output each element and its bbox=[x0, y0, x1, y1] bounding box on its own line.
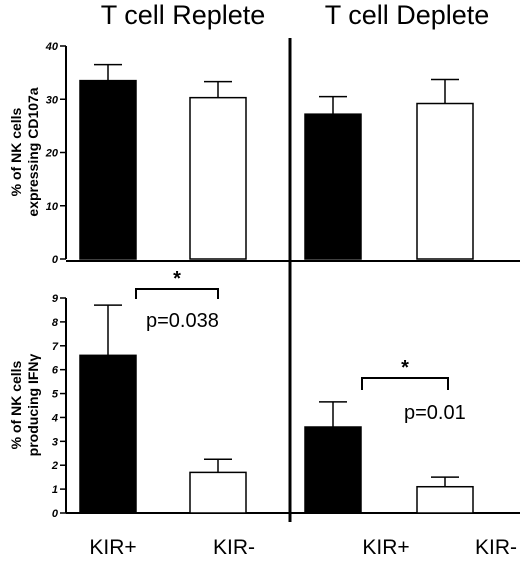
bar-kir-pos bbox=[304, 113, 362, 260]
y-tick-label: 5 bbox=[52, 389, 59, 401]
significance-star: * bbox=[173, 268, 181, 290]
y-tick-label: 2 bbox=[51, 460, 58, 472]
bar-kir-neg bbox=[416, 102, 474, 260]
y-ticks-bottom: 0 1 2 3 4 5 6 7 8 9 bbox=[51, 293, 66, 520]
ylabel-bottom-line1: % of NK cells bbox=[8, 360, 24, 449]
bar-kir-neg bbox=[416, 485, 474, 514]
xcat-right-kir-pos: KIR+ bbox=[362, 536, 409, 559]
bars bbox=[79, 63, 474, 514]
y-tick-label: 30 bbox=[46, 94, 59, 106]
y-tick-label: 10 bbox=[46, 201, 59, 213]
bar-kir-pos bbox=[304, 426, 362, 514]
y-tick-label: 4 bbox=[51, 412, 58, 424]
bar-kir-neg bbox=[189, 96, 247, 260]
y-tick-label: 7 bbox=[52, 341, 59, 353]
significance-bracket bbox=[135, 288, 219, 299]
bar-kir-pos bbox=[79, 354, 137, 514]
ylabel-top-line2: expressing CD107a bbox=[25, 87, 41, 216]
bar-kir-neg bbox=[189, 471, 247, 514]
p-value-label: p=0.01 bbox=[404, 402, 466, 424]
y-tick-label: 0 bbox=[52, 508, 59, 520]
significance-bracket bbox=[361, 377, 449, 390]
ylabel-bottom-line2: producing IFNγ bbox=[25, 353, 41, 456]
y-tick-label: 40 bbox=[45, 41, 59, 53]
ylabel-top-line1: % of NK cells bbox=[8, 107, 24, 196]
y-tick-label: 0 bbox=[52, 254, 59, 266]
y-tick-label: 1 bbox=[52, 484, 58, 496]
xcat-right-kir-neg: KIR- bbox=[475, 536, 517, 559]
y-tick-label: 3 bbox=[52, 436, 58, 448]
bar-kir-pos bbox=[79, 79, 137, 260]
panel-title-replete: T cell Replete bbox=[101, 0, 266, 30]
y-tick-label: 8 bbox=[52, 317, 59, 329]
p-value-label: p=0.038 bbox=[146, 310, 219, 332]
xcat-left-kir-pos: KIR+ bbox=[89, 536, 136, 559]
panel-title-deplete: T cell Deplete bbox=[325, 0, 490, 30]
y-tick-label: 9 bbox=[52, 293, 59, 305]
xcat-left-kir-neg: KIR- bbox=[213, 536, 255, 559]
y-tick-label: 6 bbox=[52, 365, 59, 377]
annotations: * p=0.038 * p=0.01 bbox=[135, 268, 466, 424]
significance-star: * bbox=[401, 357, 409, 379]
y-tick-label: 20 bbox=[45, 148, 59, 160]
y-ticks-top: 0 10 20 30 40 bbox=[45, 41, 66, 266]
